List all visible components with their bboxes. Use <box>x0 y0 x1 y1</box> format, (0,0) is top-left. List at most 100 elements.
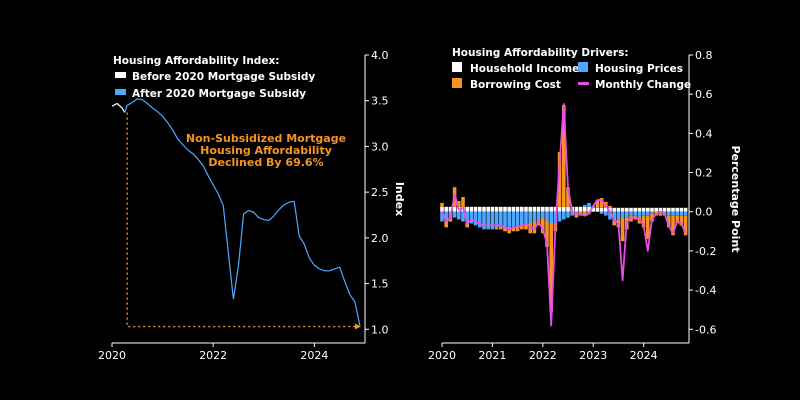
prices-bar <box>574 211 579 214</box>
prices-bar <box>541 211 545 218</box>
income-bar <box>583 206 587 212</box>
right-y-tick-label: 0.2 <box>695 167 713 180</box>
left-y-tick-label: 2.0 <box>371 232 389 245</box>
income-bar <box>511 206 516 212</box>
income-bar <box>532 206 537 212</box>
income-bar <box>444 206 448 212</box>
borrowing-bar <box>562 105 566 207</box>
legend-label-after: After 2020 Mortgage Subsidy <box>132 88 306 100</box>
prices-bar <box>507 211 511 228</box>
borrowing-bar <box>511 227 516 232</box>
monthly-change-line <box>441 103 687 327</box>
income-bar <box>524 206 528 212</box>
borrowing-bar <box>515 225 520 232</box>
income-bar <box>448 206 453 212</box>
income-bar <box>616 207 621 212</box>
prices-bar <box>650 211 654 214</box>
right-y-tick-label: 0.8 <box>695 49 713 62</box>
borrowing-bar <box>683 215 688 236</box>
income-bar <box>549 206 553 212</box>
income-bar <box>452 206 457 212</box>
prices-bar <box>457 211 461 220</box>
borrowing-bar <box>440 202 444 207</box>
prices-bar <box>612 211 616 222</box>
annotation-line-3: Declined By 69.6% <box>208 156 323 169</box>
borrowing-bar <box>541 217 545 234</box>
annotation-dotted-line <box>126 112 358 328</box>
income-bar <box>482 206 486 212</box>
prices-bar <box>646 211 650 216</box>
prices-bar <box>469 211 474 224</box>
borrowing-bar <box>444 221 448 228</box>
prices-bar <box>503 211 507 228</box>
prices-bar <box>667 211 671 216</box>
borrowing-bar <box>667 215 671 228</box>
income-bar <box>587 206 591 212</box>
right-x-ticks: 2020 2021 2022 2023 2024 <box>428 343 658 362</box>
left-y-ticks: 1.0 1.5 2.0 2.5 3.0 3.5 4.0 <box>365 49 389 336</box>
prices-bar <box>637 211 642 218</box>
left-y-tick-label: 1.0 <box>371 323 389 336</box>
annotation-arrowhead <box>354 323 361 330</box>
prices-bar <box>662 211 667 214</box>
left-x-tick-label: 2020 <box>98 349 126 362</box>
income-bar <box>574 206 579 212</box>
prices-bar <box>511 211 516 228</box>
borrowing-bar <box>545 221 549 247</box>
borrowing-bar <box>608 205 612 208</box>
borrowing-bar <box>494 227 499 230</box>
borrowing-bar <box>503 227 507 232</box>
income-bar <box>465 206 469 212</box>
income-bar <box>469 206 474 212</box>
right-x-tick-label: 2021 <box>478 349 506 362</box>
prices-bar <box>473 211 478 226</box>
income-bar <box>473 206 478 212</box>
borrowing-bar <box>620 217 625 242</box>
borrowing-bar <box>599 198 604 208</box>
legend-swatch-monthly <box>578 82 589 85</box>
legend-label-borrowing: Borrowing Cost <box>470 79 561 91</box>
prices-bar <box>465 211 469 224</box>
income-bar <box>641 207 646 212</box>
income-bar <box>637 207 642 212</box>
income-bar <box>486 206 490 212</box>
legend-swatch-income <box>452 62 462 72</box>
left-y-tick-label: 3.0 <box>371 140 389 153</box>
right-x-tick-label: 2023 <box>579 349 607 362</box>
income-bar <box>528 206 532 212</box>
prices-bar <box>641 211 646 216</box>
borrowing-bar <box>507 227 511 234</box>
right-line <box>441 103 687 327</box>
prices-bar <box>528 211 532 224</box>
prices-bar <box>549 211 553 224</box>
prices-bar <box>629 211 633 216</box>
borrowing-bar <box>566 187 570 207</box>
income-bar <box>566 206 570 212</box>
prices-bar <box>490 211 495 230</box>
income-bar <box>499 206 503 212</box>
legend-swatch-borrowing <box>452 78 462 88</box>
income-bar <box>646 207 650 212</box>
right-y-ticks: -0.6 -0.4 -0.2 0.0 0.2 0.4 0.6 0.8 <box>689 49 716 336</box>
income-bar <box>520 206 524 212</box>
right-y-axis-label: Percentage Point <box>729 145 742 252</box>
left-y-tick-label: 4.0 <box>371 49 389 62</box>
prices-bar <box>520 211 524 226</box>
prices-bar <box>452 211 457 218</box>
income-bar <box>633 207 637 212</box>
left-chart-title: Housing Affordability Index: <box>113 55 279 67</box>
prices-bar <box>461 211 465 222</box>
prices-bar <box>625 211 629 218</box>
borrowing-bar <box>646 215 650 240</box>
income-bar <box>515 206 520 212</box>
prices-bar <box>587 202 591 207</box>
borrowing-bar <box>658 213 663 216</box>
left-x-ticks: 2020 2022 2024 <box>98 343 328 362</box>
left-x-tick-label: 2024 <box>300 349 328 362</box>
income-bar <box>595 207 600 212</box>
prices-bar <box>499 211 503 228</box>
income-bar <box>478 206 482 212</box>
income-bar <box>671 207 675 212</box>
prices-bar <box>562 211 566 220</box>
